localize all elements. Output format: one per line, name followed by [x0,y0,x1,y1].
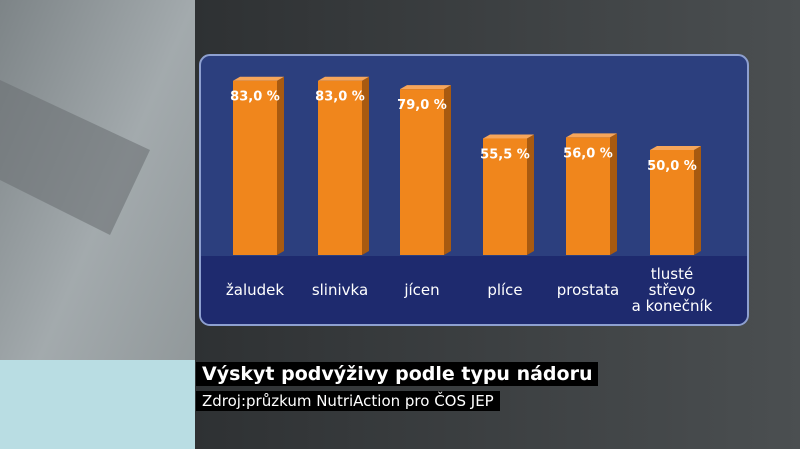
category-label: žaludek [225,281,285,299]
bar-side [527,134,534,255]
category-band [201,256,747,324]
bar [233,80,277,255]
source: Zdroj:průzkum NutriAction pro ČOS JEP [196,391,500,411]
bar-top [400,85,451,90]
bar-side [444,85,451,255]
category-label: jícen [404,281,440,299]
category-label: prostata [556,281,620,299]
bar-top [318,76,369,81]
background-strip [0,360,195,449]
category-label: slinivka [311,281,369,299]
value-label: 55,5 % [480,147,530,162]
bar [650,150,694,255]
bar [318,80,362,255]
bar-side [694,146,701,255]
bar-top [233,76,284,81]
bar-side [277,76,284,255]
bar-side [362,76,369,255]
category-label: plíce [487,281,523,299]
chart-title: Výskyt podvýživy podle typu nádoru [196,362,599,386]
value-label: 83,0 % [230,90,280,105]
value-label: 50,0 % [647,159,697,174]
value-label: 83,0 % [315,90,365,105]
category-label: tlusté střevo a konečník [631,265,713,315]
value-label: 79,0 % [397,98,447,113]
bar-top [483,134,534,139]
bar [483,138,527,255]
bar-top [650,146,701,150]
value-label: 56,0 % [563,146,613,161]
bar [400,89,444,255]
bar-side [610,133,617,255]
bar-top [566,133,617,138]
background-shape [0,80,150,235]
bar [566,137,610,255]
